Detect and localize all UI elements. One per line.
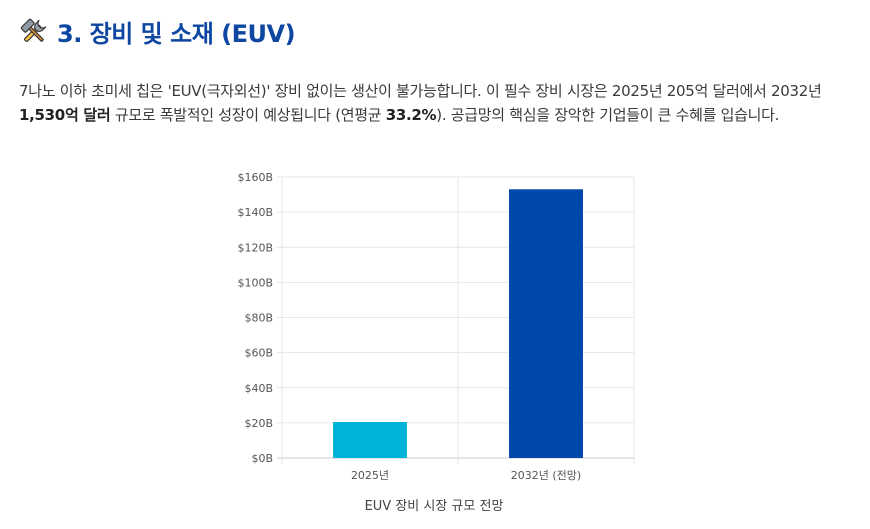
x-tick-label: 2032년 (전망) — [511, 469, 581, 482]
section-title: 3. 장비 및 소재 (EUV) — [57, 20, 296, 48]
hammer-and-wrench-icon — [20, 18, 47, 42]
y-tick-label: $60B — [244, 347, 273, 360]
paragraph-text-1: 7나노 이하 초미세 칩은 'EUV(극자외선)' 장비 없이는 생산이 불가능… — [19, 82, 822, 100]
y-tick-label: $20B — [244, 417, 273, 430]
y-tick-label: $0B — [251, 452, 273, 465]
y-tick-label: $120B — [237, 241, 273, 254]
y-tick-label: $100B — [237, 276, 273, 289]
chart-caption: EUV 장비 시장 규모 전망 — [365, 499, 504, 514]
paragraph-bold-rate: 33.2% — [385, 106, 437, 124]
chart-labels: $0B $20B $40B $60B $80B $100B $120B $140B $160B 2… — [237, 171, 581, 482]
chart-bars — [333, 189, 583, 458]
y-tick-label: $80B — [244, 312, 273, 325]
bar — [509, 189, 583, 458]
paragraph-text-2: 규모로 폭발적인 성장이 예상됩니다 (연평균 — [110, 106, 386, 124]
x-tick-label: 2025년 — [351, 469, 389, 482]
paragraph-bold-value: 1,530억 달러 — [19, 106, 111, 124]
section-header: 3. 장비 및 소재 (EUV) — [19, 14, 296, 49]
y-tick-label: $40B — [244, 382, 273, 395]
y-tick-label: $140B — [237, 206, 273, 219]
bar — [333, 421, 407, 458]
y-tick-label: $160B — [237, 171, 273, 184]
paragraph-text-3: ). 공급망의 핵심을 장악한 기업들이 큰 수혜를 입습니다. — [436, 106, 780, 124]
description-paragraph: 7나노 이하 초미세 칩은 'EUV(극자외선)' 장비 없이는 생산이 불가능… — [19, 79, 851, 127]
